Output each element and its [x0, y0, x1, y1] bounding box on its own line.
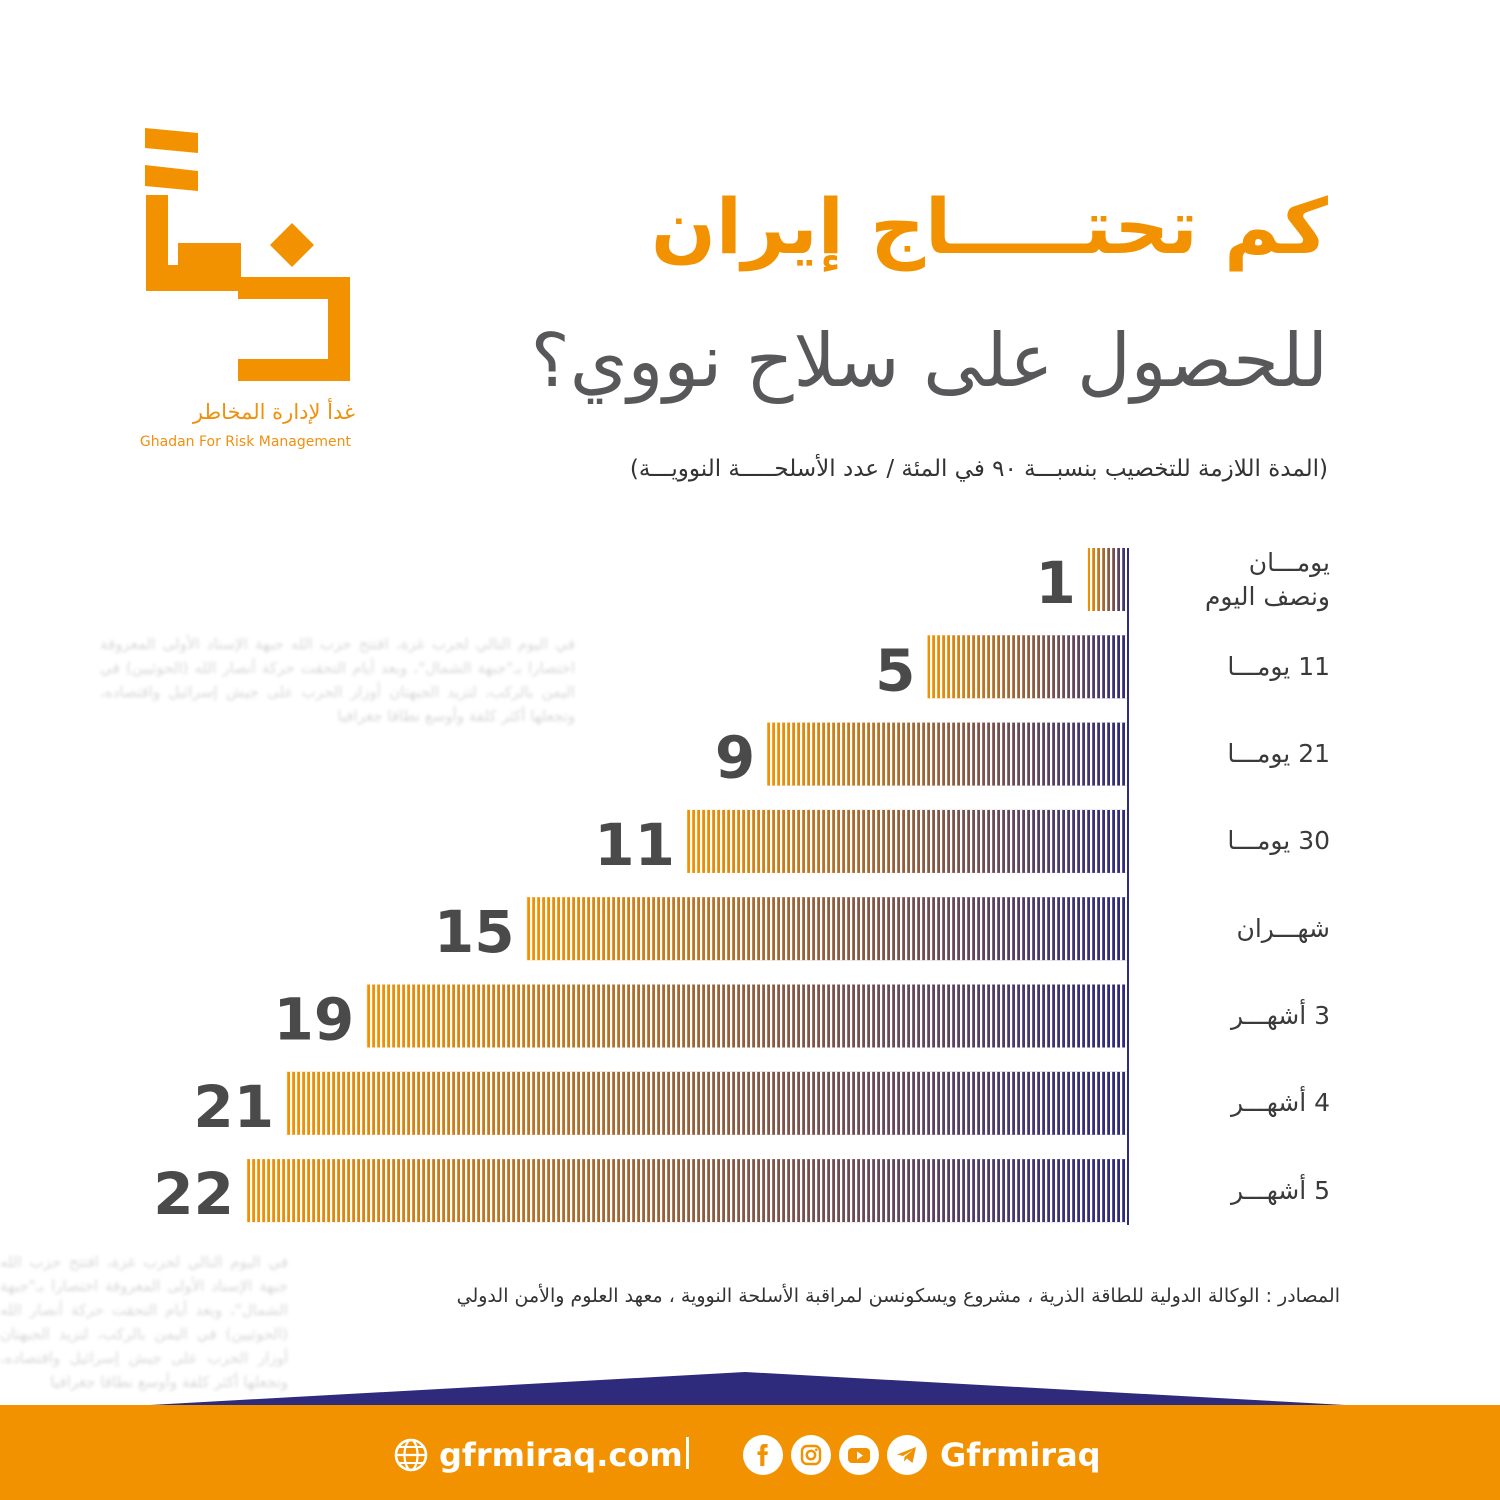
- footer-divider: [686, 1437, 689, 1469]
- telegram-icon[interactable]: [887, 1435, 927, 1475]
- bar-group: 1: [1036, 548, 1128, 617]
- bar-stripes: [366, 984, 1129, 1048]
- background-ghost-text-2: في اليوم التالي لحرب غزة، افتتح حزب الله…: [0, 1253, 288, 1391]
- category-label: شهـــران: [1236, 913, 1330, 943]
- instagram-icon[interactable]: [791, 1435, 831, 1475]
- sources-text: المصادر : الوكالة الدولية للطاقة الذرية …: [456, 1285, 1340, 1307]
- bar-group: 15: [434, 897, 1128, 966]
- category-label: 11 يومـــا: [1227, 651, 1330, 681]
- globe-icon: [394, 1438, 428, 1472]
- bar-value-label: 1: [1036, 549, 1076, 617]
- bar-stripes: [767, 722, 1128, 786]
- bar-stripes: [687, 809, 1128, 873]
- social-handle[interactable]: Gfrmiraq: [940, 1436, 1101, 1474]
- bar-group: 22: [153, 1159, 1128, 1228]
- footer-wave-decoration: [0, 1372, 1500, 1410]
- ghadan-logo: [145, 128, 350, 381]
- bar-group: 9: [715, 722, 1128, 792]
- category-label: 5 أشهـــر: [1230, 1175, 1330, 1205]
- website-link[interactable]: gfrmiraq.com: [393, 1432, 683, 1478]
- facebook-icon[interactable]: [743, 1435, 783, 1475]
- bar-value-label: 5: [875, 636, 915, 704]
- logo-arabic-name: غدأ لإدارة المخاطر: [192, 400, 355, 424]
- category-label: 3 أشهـــر: [1230, 1001, 1330, 1030]
- logo-english-name: Ghadan For Risk Management: [139, 434, 351, 450]
- bar-group: 5: [875, 635, 1128, 704]
- chart-subtitle: للحصول على سلاح نووي؟: [530, 318, 1328, 404]
- bar-group: 21: [193, 1071, 1128, 1141]
- bar-value-label: 11: [594, 811, 675, 879]
- category-label: 4 أشهـــر: [1230, 1088, 1330, 1118]
- bar-value-label: 21: [193, 1073, 274, 1141]
- bar-group: 11: [594, 809, 1128, 879]
- youtube-icon[interactable]: [839, 1435, 879, 1475]
- bar-value-label: 15: [434, 898, 515, 966]
- bar-stripes: [526, 897, 1128, 961]
- category-label: 21 يومـــا: [1227, 739, 1330, 769]
- bar-group: 19: [274, 984, 1129, 1054]
- bar-stripes: [246, 1159, 1128, 1223]
- bar-stripes: [927, 635, 1128, 699]
- background-ghost-text: في اليوم التالي لحرب غزة، افتتح حزب الله…: [100, 635, 575, 725]
- bar-value-label: 19: [274, 986, 355, 1054]
- bar-value-label: 22: [153, 1160, 234, 1228]
- social-icons: [743, 1432, 927, 1478]
- category-label: 30 يومـــا: [1227, 826, 1330, 856]
- category-label: يومـــان ونصف اليوم: [1204, 547, 1330, 611]
- chart-title: كم تحتـــــاج إيران: [650, 182, 1328, 271]
- bar-stripes: [286, 1071, 1128, 1135]
- chart-note: (المدة اللازمة للتخصيب بنسبـــة ٩٠ في ال…: [629, 456, 1328, 482]
- website-text: gfrmiraq.com: [439, 1436, 683, 1474]
- bar-value-label: 9: [715, 724, 755, 792]
- bar-stripes: [1087, 548, 1128, 611]
